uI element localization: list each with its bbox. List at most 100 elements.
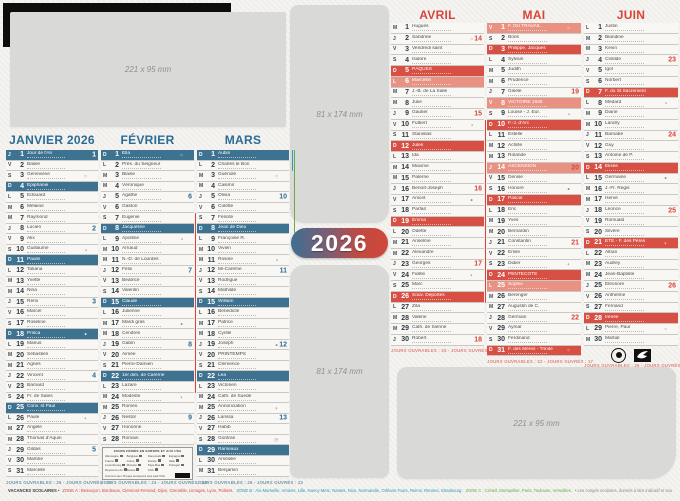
day-number: 10 — [594, 121, 602, 129]
day-saint-name: Alix — [27, 236, 96, 243]
day-letter: V — [489, 250, 493, 257]
day-row-janvier-25: D 25 Conv. st Paul — [6, 403, 98, 414]
day-row-mai-12: M 12 Achille — [487, 141, 581, 152]
day-saint-name: Estelle — [508, 132, 579, 139]
day-row-janvier-26: L 26 Paule ◐ — [6, 413, 98, 425]
day-saint-name: Anthelme — [605, 293, 676, 301]
day-saint-name: PRINTEMPS — [218, 352, 287, 359]
day-number: 25 — [401, 282, 409, 290]
image-placeholder-middle-top: 81 x 174 mm — [290, 5, 389, 223]
day-letter: L — [586, 24, 590, 31]
day-letter: M — [586, 186, 591, 193]
day-row-mars-4: M 4 Casimir — [197, 181, 289, 193]
day-saint-name: Joseph — [218, 341, 287, 349]
day-letter: S — [586, 229, 590, 236]
day-number: 11 — [111, 256, 119, 264]
day-letter: J — [8, 151, 11, 158]
day-number: 7 — [501, 88, 505, 96]
day-row-juin-18: J 18 Léonce 25 — [584, 205, 678, 217]
day-number: 13 — [207, 277, 215, 285]
day-saint-name: Prudence — [508, 78, 579, 86]
day-row-mai-7: J 7 Gisèle 19 — [487, 87, 581, 99]
day-row-juin-16: M 16 J.-Fr. Régis — [584, 184, 678, 195]
day-letter: J — [103, 415, 106, 422]
day-saint-name: Parfait — [412, 207, 482, 215]
week-number: 11 — [279, 267, 287, 275]
day-letter: M — [103, 394, 108, 401]
day-saint-name: Clotilde — [605, 57, 676, 64]
day-row-mai-15: V 15 Denise — [487, 173, 581, 185]
day-saint-name: Justin — [605, 24, 676, 32]
day-number: 16 — [111, 309, 119, 317]
day-letter: J — [103, 193, 106, 200]
day-letter: L — [489, 57, 493, 64]
day-letter: M — [199, 394, 204, 401]
day-row-janvier-15: J 15 Rémi 3 — [6, 297, 98, 309]
day-letter: D — [586, 239, 590, 246]
day-letter: M — [103, 320, 108, 327]
day-saint-name: Eugénie — [122, 215, 192, 222]
month-title-mai: MAI — [522, 8, 546, 22]
day-letter: V — [393, 46, 397, 53]
day-saint-name: Modeste — [122, 394, 192, 401]
moon-phase-icon: ◑ — [84, 247, 87, 253]
day-number: 6 — [598, 78, 602, 86]
day-number: 5 — [405, 67, 409, 75]
day-row-mars-19: J 19 Joseph ● 12 — [197, 339, 289, 351]
moon-phase-icon: ◐ — [180, 394, 183, 400]
day-letter: L — [586, 325, 590, 332]
moon-phase-icon: ● — [275, 342, 278, 348]
day-letter: M — [8, 352, 13, 359]
day-saint-name: Rosine — [218, 257, 287, 264]
day-row-mai-23: S 23 Didier ◐ — [487, 259, 581, 271]
public-holidays-europe-legend: JOURS FÉRIÉS EN EUROPE ET AUX USA Allemag… — [102, 447, 193, 481]
day-number: 27 — [401, 303, 409, 311]
day-number: 21 — [207, 362, 215, 370]
day-number: 28 — [111, 436, 119, 444]
day-saint-name: Mélaine — [27, 204, 96, 211]
moon-phase-icon: ● — [567, 186, 570, 192]
day-row-mai-29: V 29 Aymar — [487, 324, 581, 335]
day-number: 11 — [594, 131, 602, 139]
day-row-mars-26: J 26 Larissa 13 — [197, 413, 289, 425]
month-juin: JUIN L 1 Justin M 2 Blandine M 3 Kévin J 4 Clotilde 2… — [584, 8, 680, 501]
day-saint-name: Bérenger — [508, 293, 579, 301]
day-number: 1 — [115, 151, 119, 159]
workdays-count-janvier: JOURS OUVRABLES : 26 - JOURS OUVRÉS : 21 — [6, 479, 113, 485]
day-number: 22 — [111, 372, 119, 380]
day-letter: L — [103, 162, 107, 169]
day-number: 20 — [111, 351, 119, 359]
legend-country: Allemagne — [105, 454, 127, 458]
day-number: 2 — [405, 35, 409, 43]
day-letter: J — [489, 239, 492, 246]
day-saint-name: Barnabé — [605, 132, 676, 139]
day-number: 2 — [598, 35, 602, 43]
day-letter: V — [489, 24, 493, 31]
day-letter: J — [393, 336, 396, 343]
day-number: 9 — [405, 110, 409, 118]
day-saint-name: Mi-Carême — [218, 267, 287, 275]
day-letter: S — [489, 35, 493, 42]
day-number: 3 — [115, 172, 119, 180]
day-number: 15 — [16, 298, 24, 306]
day-saint-name: Éléonore — [605, 282, 676, 290]
day-saint-name: Aymar — [508, 325, 579, 333]
day-row-mars-6: V 6 Colette — [197, 202, 289, 214]
day-number: 4 — [405, 56, 409, 64]
day-row-mai-21: J 21 Constantin 21 — [487, 238, 581, 249]
day-number: 12 — [16, 267, 24, 275]
moon-phase-icon: ● — [180, 321, 183, 327]
day-letter: S — [103, 436, 107, 443]
day-saint-name: Yves — [508, 218, 579, 225]
day-saint-name: Honoré — [508, 186, 579, 193]
day-saint-name: Valentin — [122, 288, 192, 296]
day-saint-name: Didier — [508, 261, 579, 268]
footer-segment: VACANCES SCOLAIRES • — [8, 488, 60, 493]
day-letter: M — [393, 239, 398, 246]
moon-phase-icon: ◑ — [664, 100, 667, 106]
day-row-mai-11: L 11 Estelle — [487, 130, 581, 142]
day-letter: S — [103, 362, 107, 369]
day-saint-name: William — [218, 299, 287, 306]
day-letter: M — [489, 78, 494, 85]
day-number: 23 — [594, 260, 602, 268]
